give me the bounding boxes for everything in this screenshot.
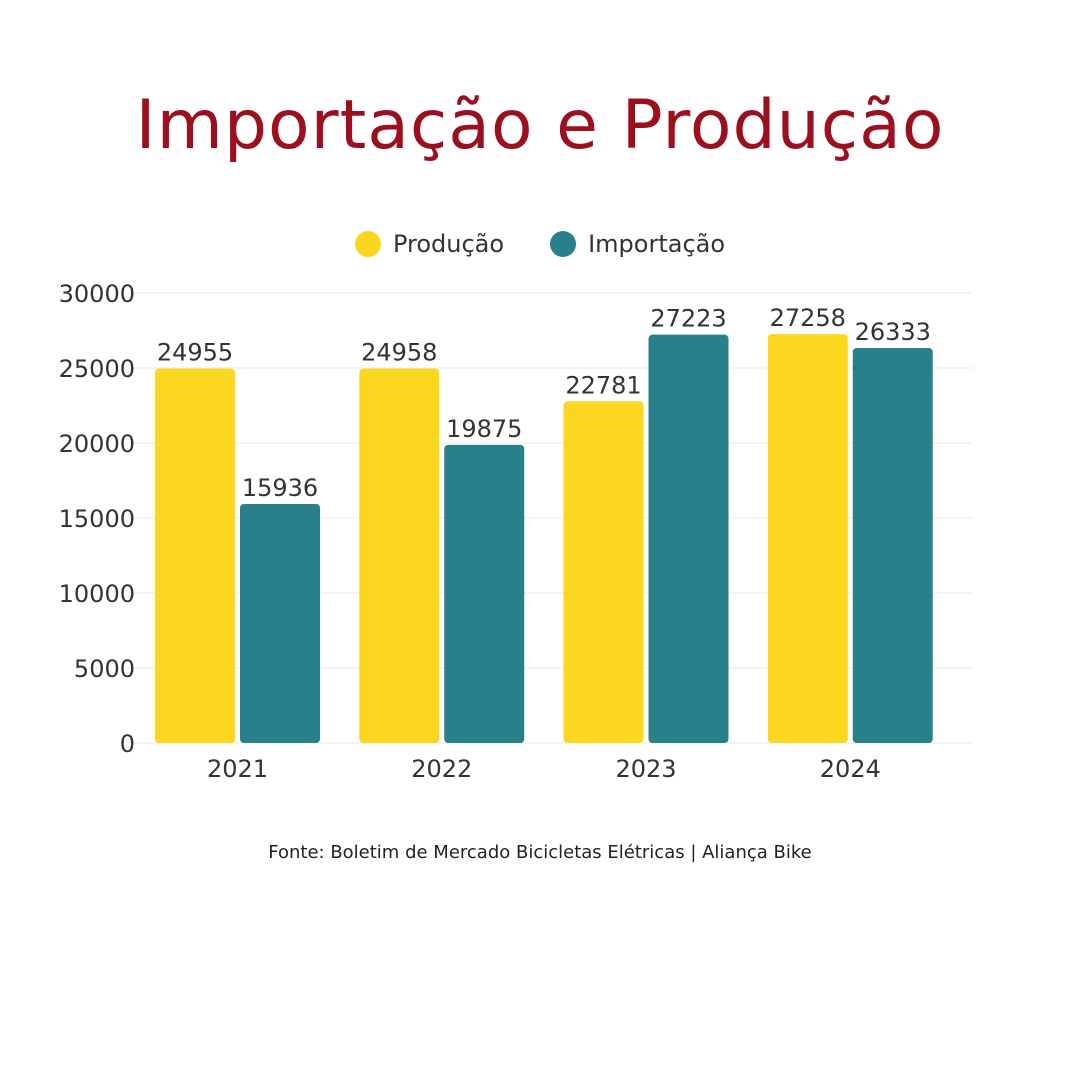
y-tick-label: 30000	[59, 280, 135, 308]
source-note: Fonte: Boletim de Mercado Bicicletas Elé…	[268, 842, 812, 863]
legend-item-importacao: Importação	[550, 230, 725, 258]
data-labels: 24955 15936 24958 19875 22781 27223 27258 26333	[157, 304, 931, 502]
y-tick-label: 5000	[74, 655, 135, 683]
y-tick-label: 15000	[59, 505, 135, 533]
x-tick-label: 2021	[207, 755, 268, 783]
x-tick-label: 2022	[411, 755, 472, 783]
chart-title: Importação e Produção	[135, 86, 945, 165]
bar-producao-2022	[359, 368, 440, 743]
bars	[155, 334, 933, 743]
data-label-producao-2022: 24958	[361, 339, 437, 367]
y-tick-label: 0	[120, 730, 135, 758]
legend-label-importacao: Importação	[588, 230, 726, 258]
legend-label-producao: Produção	[392, 230, 505, 258]
data-label-importacao-2022: 19875	[446, 415, 522, 443]
data-label-importacao-2023: 27223	[650, 305, 726, 333]
data-label-producao-2024: 27258	[770, 304, 846, 332]
y-tick-label: 10000	[59, 580, 135, 608]
data-label-producao-2023: 22781	[565, 371, 641, 399]
chart-legend: Produção Importação	[0, 226, 1080, 262]
y-tick-label: 25000	[59, 355, 135, 383]
bar-importacao-2021	[240, 503, 320, 743]
bar-producao-2024	[767, 334, 848, 743]
data-label-importacao-2024: 26333	[855, 318, 931, 346]
legend-swatch-importacao	[550, 231, 577, 257]
legend-item-producao: Produção	[354, 230, 505, 258]
data-label-importacao-2021: 15936	[242, 474, 318, 502]
bar-importacao-2024	[852, 348, 933, 743]
legend-swatch-producao	[354, 231, 381, 257]
data-label-producao-2021: 24955	[157, 339, 233, 367]
x-tick-label: 2023	[615, 755, 676, 783]
bar-importacao-2022	[444, 444, 525, 743]
bar-producao-2023	[563, 401, 644, 743]
x-axis-ticks: 2021 2022 2023 2024	[207, 755, 881, 783]
x-tick-label: 2024	[820, 755, 881, 783]
bar-importacao-2023	[648, 334, 729, 743]
y-axis-ticks: 0 5000 10000 15000 20000 25000 30000	[59, 280, 135, 758]
bar-producao-2021	[155, 368, 235, 743]
y-tick-label: 20000	[59, 430, 135, 458]
